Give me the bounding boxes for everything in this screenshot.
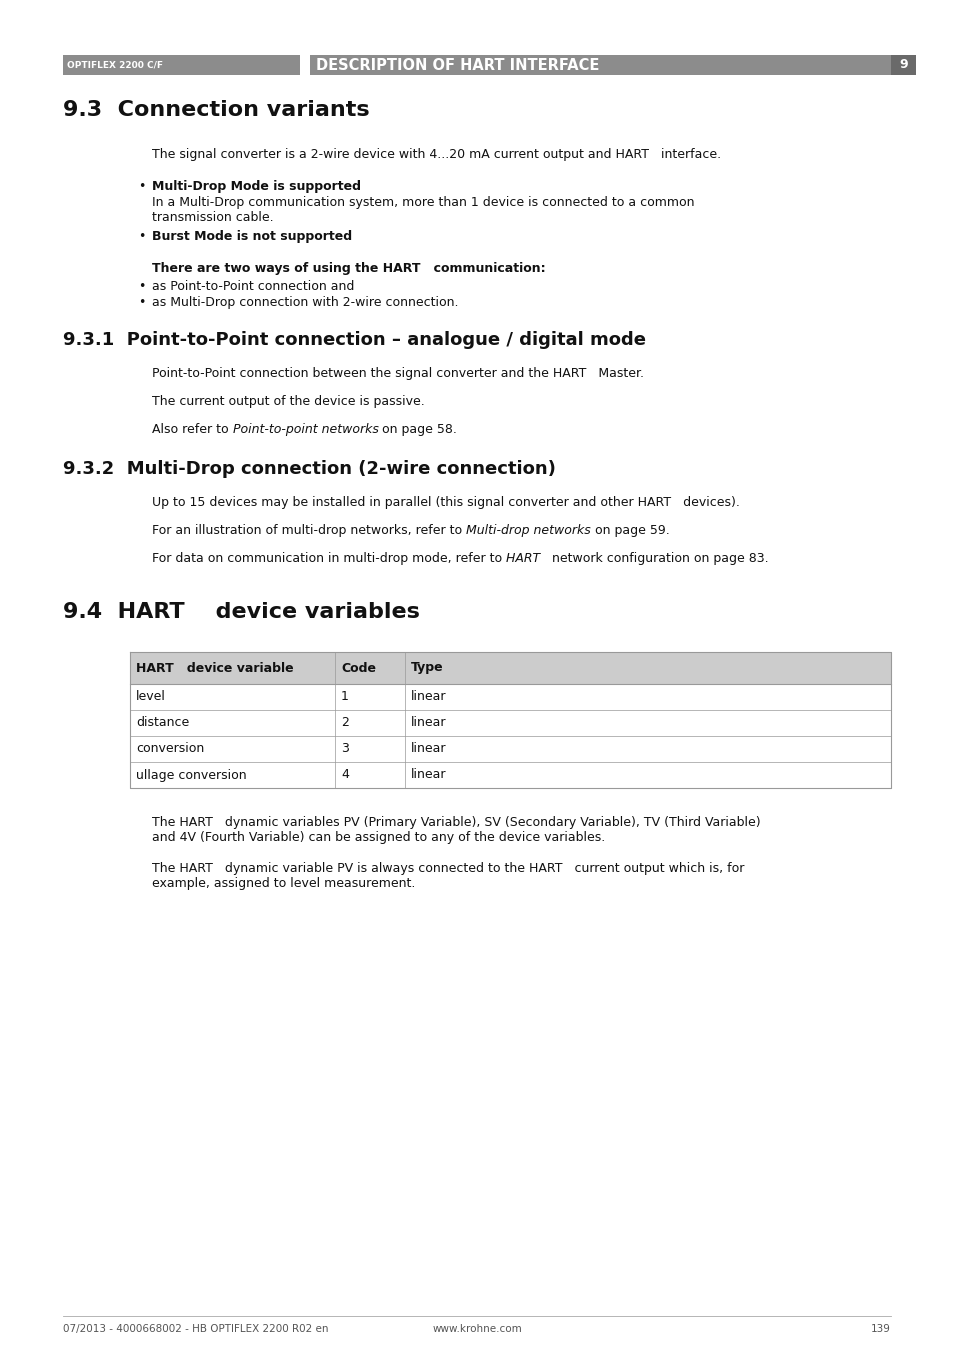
Text: DESCRIPTION OF HART INTERFACE: DESCRIPTION OF HART INTERFACE (315, 58, 598, 73)
Bar (890, 55, 915, 76)
Text: 139: 139 (870, 1324, 890, 1333)
Text: 9.3.2  Multi-Drop connection (2-wire connection): 9.3.2 Multi-Drop connection (2-wire conn… (63, 459, 556, 478)
Text: distance: distance (136, 716, 189, 730)
Text: •: • (138, 280, 145, 293)
Text: as Point-to-Point connection and: as Point-to-Point connection and (152, 280, 354, 293)
Text: Also refer to: Also refer to (152, 423, 233, 436)
Text: For an illustration of multi-drop networks, refer to: For an illustration of multi-drop networ… (152, 524, 466, 536)
Text: as Multi-Drop connection with 2-wire connection.: as Multi-Drop connection with 2-wire con… (152, 296, 458, 309)
Text: linear: linear (411, 716, 446, 730)
Text: In a Multi-Drop communication system, more than 1 device is connected to a commo: In a Multi-Drop communication system, mo… (152, 196, 694, 224)
Text: Code: Code (340, 662, 375, 674)
Text: Multi-drop networks: Multi-drop networks (466, 524, 590, 536)
Text: on page 59.: on page 59. (590, 524, 669, 536)
Text: 9.4  HART    device variables: 9.4 HART device variables (63, 603, 419, 621)
Text: linear: linear (411, 743, 446, 755)
Text: The HART   dynamic variables PV (Primary Variable), SV (Secondary Variable), TV : The HART dynamic variables PV (Primary V… (152, 816, 760, 844)
Bar (130, 653, 890, 684)
Text: •: • (138, 296, 145, 309)
Text: HART: HART (506, 553, 548, 565)
Text: 9.3.1  Point-to-Point connection – analogue / digital mode: 9.3.1 Point-to-Point connection – analog… (63, 331, 645, 349)
Text: level: level (136, 690, 166, 704)
Text: Multi-Drop Mode is supported: Multi-Drop Mode is supported (152, 180, 360, 193)
Text: ullage conversion: ullage conversion (136, 769, 247, 781)
Text: 1: 1 (340, 690, 349, 704)
Text: 9: 9 (899, 58, 907, 72)
Text: The current output of the device is passive.: The current output of the device is pass… (152, 394, 424, 408)
Text: 9.3  Connection variants: 9.3 Connection variants (63, 100, 369, 120)
Text: There are two ways of using the HART   communication:: There are two ways of using the HART com… (152, 262, 545, 276)
Bar (63, 55, 299, 76)
Text: linear: linear (411, 769, 446, 781)
Text: Point-to-Point connection between the signal converter and the HART   Master.: Point-to-Point connection between the si… (152, 367, 643, 380)
Text: The HART   dynamic variable PV is always connected to the HART   current output : The HART dynamic variable PV is always c… (152, 862, 743, 890)
Text: Type: Type (411, 662, 443, 674)
Text: The signal converter is a 2-wire device with 4...20 mA current output and HART  : The signal converter is a 2-wire device … (152, 149, 720, 161)
Text: 2: 2 (340, 716, 349, 730)
Text: network configuration on page 83.: network configuration on page 83. (548, 553, 768, 565)
Text: •: • (138, 180, 145, 193)
Text: www.krohne.com: www.krohne.com (432, 1324, 521, 1333)
Text: 3: 3 (340, 743, 349, 755)
Text: HART   device variable: HART device variable (136, 662, 294, 674)
Text: •: • (138, 230, 145, 243)
Text: on page 58.: on page 58. (378, 423, 456, 436)
Text: linear: linear (411, 690, 446, 704)
Bar (310, 55, 890, 76)
Text: Burst Mode is not supported: Burst Mode is not supported (152, 230, 352, 243)
Text: conversion: conversion (136, 743, 204, 755)
Text: OPTIFLEX 2200 C/F: OPTIFLEX 2200 C/F (67, 61, 163, 69)
Text: Point-to-point networks: Point-to-point networks (233, 423, 378, 436)
Text: Up to 15 devices may be installed in parallel (this signal converter and other H: Up to 15 devices may be installed in par… (152, 496, 740, 509)
Text: 4: 4 (340, 769, 349, 781)
Text: 07/2013 - 4000668002 - HB OPTIFLEX 2200 R02 en: 07/2013 - 4000668002 - HB OPTIFLEX 2200 … (63, 1324, 328, 1333)
Text: For data on communication in multi-drop mode, refer to: For data on communication in multi-drop … (152, 553, 506, 565)
